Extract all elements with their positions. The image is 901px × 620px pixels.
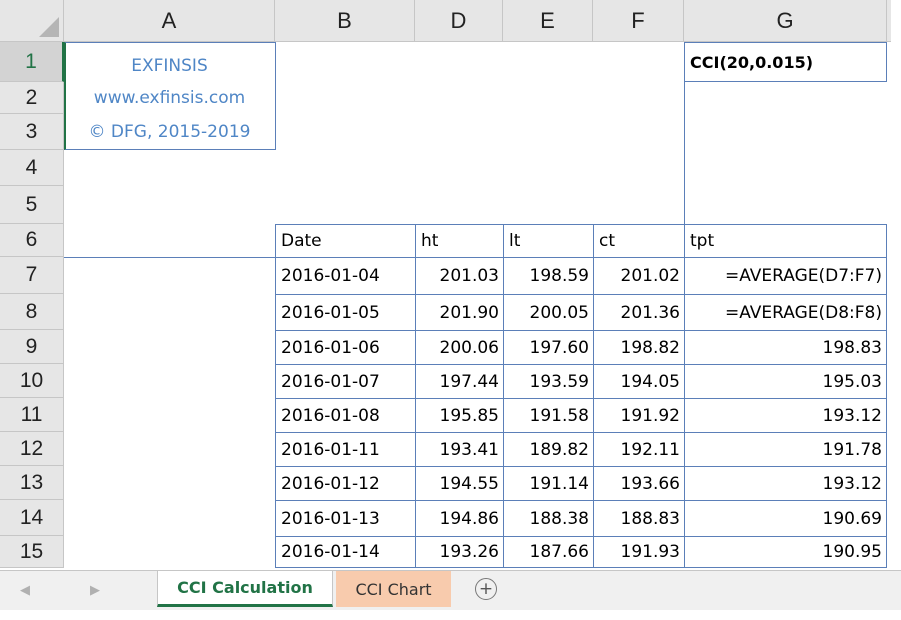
row-header[interactable]: 6 — [0, 224, 64, 257]
table-cell[interactable]: 190.95 — [684, 536, 887, 568]
table-cell[interactable]: 191.78 — [684, 432, 887, 466]
table-cell[interactable]: 201.90 — [415, 294, 503, 330]
a-block-top-line — [64, 257, 275, 258]
table-cell[interactable]: 194.55 — [415, 466, 503, 500]
table-cell[interactable]: 201.03 — [415, 257, 503, 294]
info-website[interactable]: www.exfinsis.com — [93, 88, 246, 108]
row-header[interactable]: 8 — [0, 294, 64, 330]
row-header[interactable]: 5 — [0, 186, 64, 224]
column-header-f[interactable]: F — [593, 0, 684, 42]
table-cell[interactable]: 198.59 — [503, 257, 593, 294]
sheet-tab-bar: ◀ ▶ CCI Calculation CCI Chart + — [0, 570, 901, 610]
table-cell[interactable]: 2016-01-13 — [275, 500, 415, 536]
column-header-overflow — [887, 0, 893, 42]
row-header[interactable]: 4 — [0, 150, 64, 186]
table-cell[interactable]: 200.06 — [415, 330, 503, 364]
row-header[interactable]: 1 — [0, 42, 64, 82]
row-header[interactable]: 10 — [0, 364, 64, 398]
column-header-e[interactable]: E — [503, 0, 593, 42]
indicator-label[interactable]: CCI(20,0.015) — [684, 42, 887, 82]
table-cell[interactable]: 2016-01-07 — [275, 364, 415, 398]
row-header[interactable]: 3 — [0, 114, 64, 150]
table-cell[interactable]: 2016-01-12 — [275, 466, 415, 500]
table-cell[interactable]: 201.02 — [593, 257, 684, 294]
row-header[interactable]: 11 — [0, 398, 64, 432]
table-cell[interactable]: 2016-01-04 — [275, 257, 415, 294]
indicator-column-divider — [684, 82, 685, 224]
table-cell[interactable]: 187.66 — [503, 536, 593, 568]
table-cell[interactable]: 188.38 — [503, 500, 593, 536]
tab-cci-calculation[interactable]: CCI Calculation — [157, 571, 333, 607]
table-cell[interactable]: 193.66 — [593, 466, 684, 500]
table-cell[interactable]: 197.44 — [415, 364, 503, 398]
row-header[interactable]: 14 — [0, 500, 64, 536]
table-cell[interactable]: 192.11 — [593, 432, 684, 466]
right-edge — [891, 0, 901, 570]
table-cell[interactable]: 193.26 — [415, 536, 503, 568]
table-cell[interactable]: 198.82 — [593, 330, 684, 364]
column-header-b[interactable]: B — [275, 0, 415, 42]
table-cell[interactable]: 2016-01-14 — [275, 536, 415, 568]
table-header-cell[interactable]: ct — [593, 224, 684, 257]
table-cell[interactable]: 190.69 — [684, 500, 887, 536]
tab-cci-chart[interactable]: CCI Chart — [336, 571, 451, 607]
info-box-border — [64, 42, 276, 150]
table-cell[interactable]: 198.83 — [684, 330, 887, 364]
table-cell[interactable]: 2016-01-06 — [275, 330, 415, 364]
row-header[interactable]: 12 — [0, 432, 64, 466]
table-cell[interactable]: 191.58 — [503, 398, 593, 432]
table-cell[interactable]: 2016-01-05 — [275, 294, 415, 330]
table-cell[interactable]: 188.83 — [593, 500, 684, 536]
table-header-cell[interactable]: ht — [415, 224, 503, 257]
column-header-g[interactable]: G — [684, 0, 887, 42]
row-header[interactable]: 9 — [0, 330, 64, 364]
table-header-cell[interactable]: lt — [503, 224, 593, 257]
info-title[interactable]: EXFINSIS — [131, 56, 208, 76]
table-cell[interactable]: 197.60 — [503, 330, 593, 364]
row-header[interactable]: 7 — [0, 257, 64, 294]
status-strip — [0, 610, 901, 620]
table-cell[interactable]: 193.59 — [503, 364, 593, 398]
table-cell[interactable]: 191.14 — [503, 466, 593, 500]
column-header-d[interactable]: D — [415, 0, 503, 42]
table-cell[interactable]: 193.12 — [684, 466, 887, 500]
info-copyright[interactable]: © DFG, 2015-2019 — [88, 122, 251, 142]
table-cell[interactable]: 195.85 — [415, 398, 503, 432]
column-header-a[interactable]: A — [64, 0, 275, 42]
row-header[interactable]: 13 — [0, 466, 64, 500]
table-cell[interactable]: 2016-01-08 — [275, 398, 415, 432]
select-all-corner[interactable] — [0, 0, 64, 42]
table-cell[interactable]: 201.36 — [593, 294, 684, 330]
table-cell[interactable]: 194.86 — [415, 500, 503, 536]
table-cell[interactable]: =AVERAGE(D7:F7) — [684, 257, 887, 294]
table-cell[interactable]: 193.12 — [684, 398, 887, 432]
row-header[interactable]: 15 — [0, 536, 64, 568]
table-cell[interactable]: 191.92 — [593, 398, 684, 432]
plus-circle-icon[interactable]: + — [475, 578, 497, 600]
chevron-right-icon[interactable]: ▶ — [90, 583, 100, 598]
table-cell[interactable]: 200.05 — [503, 294, 593, 330]
table-cell[interactable]: 189.82 — [503, 432, 593, 466]
table-cell[interactable]: 193.41 — [415, 432, 503, 466]
table-cell[interactable]: =AVERAGE(D8:F8) — [684, 294, 887, 330]
table-cell[interactable]: 195.03 — [684, 364, 887, 398]
table-header-cell[interactable]: tpt — [684, 224, 887, 257]
row-header[interactable]: 2 — [0, 82, 64, 114]
table-header-cell[interactable]: Date — [275, 224, 415, 257]
table-cell[interactable]: 194.05 — [593, 364, 684, 398]
table-cell[interactable]: 2016-01-11 — [275, 432, 415, 466]
select-all-triangle-icon — [39, 17, 59, 37]
chevron-left-icon[interactable]: ◀ — [20, 583, 30, 598]
table-cell[interactable]: 191.93 — [593, 536, 684, 568]
